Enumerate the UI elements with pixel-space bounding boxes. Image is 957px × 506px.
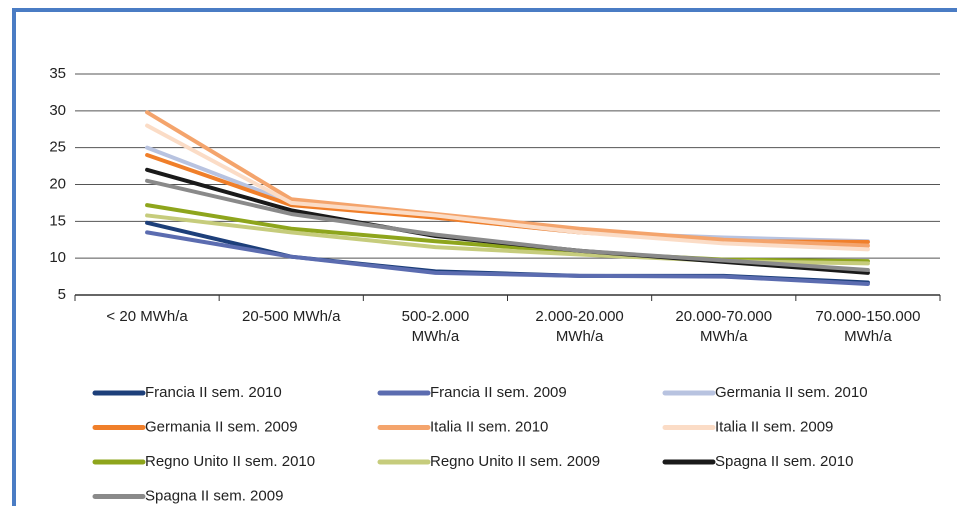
series-line — [145, 230, 870, 286]
legend-label: Regno Unito II sem. 2010 — [145, 453, 315, 470]
x-tick-label: 70.000-150.000 MWh/a — [815, 308, 920, 345]
legend-label: Germania II sem. 2009 — [145, 418, 298, 435]
x-tick-label: 20.000-70.000 MWh/a — [675, 308, 772, 345]
x-tick-label: 500-2.000 MWh/a — [402, 308, 470, 345]
legend-label: Italia II sem. 2009 — [715, 418, 833, 435]
series-line — [145, 178, 870, 272]
series-line — [145, 123, 870, 252]
series-line — [145, 110, 870, 248]
y-tick-label: 20 — [49, 175, 66, 192]
y-tick-label: 5 — [58, 286, 66, 303]
legend-label: Regno Unito II sem. 2009 — [430, 453, 600, 470]
legend-label: Francia II sem. 2009 — [430, 384, 567, 401]
y-tick-label: 15 — [49, 212, 66, 229]
legend-label: Italia II sem. 2010 — [430, 418, 548, 435]
legend-label: Spagna II sem. 2009 — [145, 487, 283, 504]
y-tick-label: 10 — [49, 249, 66, 266]
frame-left — [12, 8, 16, 506]
y-tick-label: 30 — [49, 102, 66, 119]
frame-top — [12, 8, 957, 12]
legend-label: Francia II sem. 2010 — [145, 384, 282, 401]
legend-label: Spagna II sem. 2010 — [715, 453, 853, 470]
y-tick-label: 25 — [49, 139, 66, 156]
y-tick-label: 35 — [49, 65, 66, 82]
legend-label: Germania II sem. 2010 — [715, 384, 868, 401]
x-tick-label: 20-500 MWh/a — [242, 308, 341, 325]
x-tick-label: 2.000-20.000 MWh/a — [535, 308, 623, 345]
x-tick-label: < 20 MWh/a — [106, 308, 188, 325]
